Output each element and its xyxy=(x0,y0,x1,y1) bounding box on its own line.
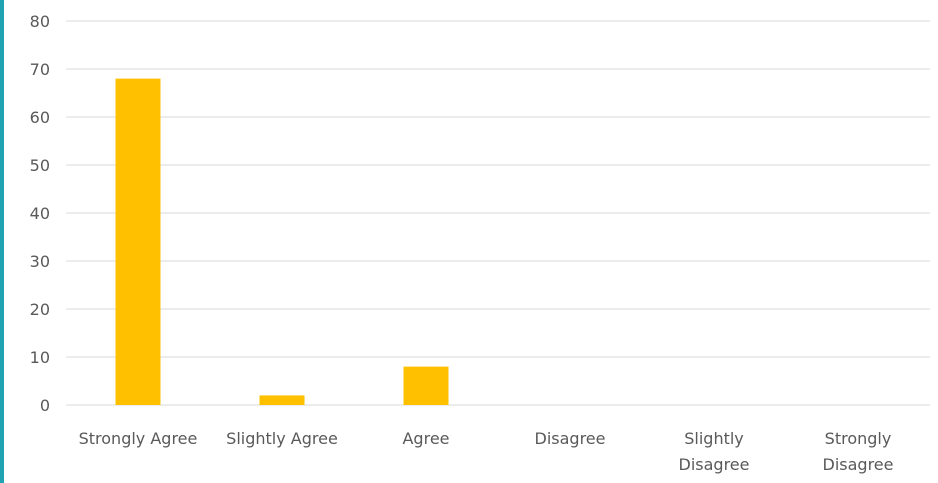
x-category-label-line: Agree xyxy=(402,429,449,448)
x-category-label: Strongly Agree xyxy=(79,429,198,448)
x-category-label-line: Slightly Agree xyxy=(226,429,338,448)
y-tick-label: 80 xyxy=(30,12,50,31)
x-category-label-line: Disagree xyxy=(823,455,894,474)
bars xyxy=(115,78,449,405)
x-category-label: Slightly Disagree xyxy=(679,429,750,474)
left-edge-accent-bar xyxy=(0,0,4,483)
bar-0 xyxy=(115,78,161,405)
x-axis-category-labels: Strongly Agree Slightly Agree Agree Disagre… xyxy=(79,429,894,474)
gridlines xyxy=(66,20,930,406)
x-category-label-line: Disagree xyxy=(535,429,606,448)
x-category-label-line: Strongly xyxy=(825,429,892,448)
bar-1 xyxy=(259,395,305,405)
y-axis-tick-labels: 0 10 20 30 40 50 60 70 80 xyxy=(30,12,50,415)
x-category-label: Strongly Disagree xyxy=(823,429,894,474)
y-tick-label: 20 xyxy=(30,300,50,319)
y-tick-label: 30 xyxy=(30,252,50,271)
y-tick-label: 10 xyxy=(30,348,50,367)
x-category-label: Disagree xyxy=(535,429,606,448)
x-category-label-line: Disagree xyxy=(679,455,750,474)
y-tick-label: 40 xyxy=(30,204,50,223)
x-category-label-line: Strongly Agree xyxy=(79,429,198,448)
x-category-label-line: Slightly xyxy=(684,429,744,448)
y-tick-label: 70 xyxy=(30,60,50,79)
x-category-label: Agree xyxy=(402,429,449,448)
y-tick-label: 60 xyxy=(30,108,50,127)
x-category-label: Slightly Agree xyxy=(226,429,338,448)
y-tick-label: 50 xyxy=(30,156,50,175)
bar-2 xyxy=(403,366,449,405)
y-tick-label: 0 xyxy=(40,396,50,415)
